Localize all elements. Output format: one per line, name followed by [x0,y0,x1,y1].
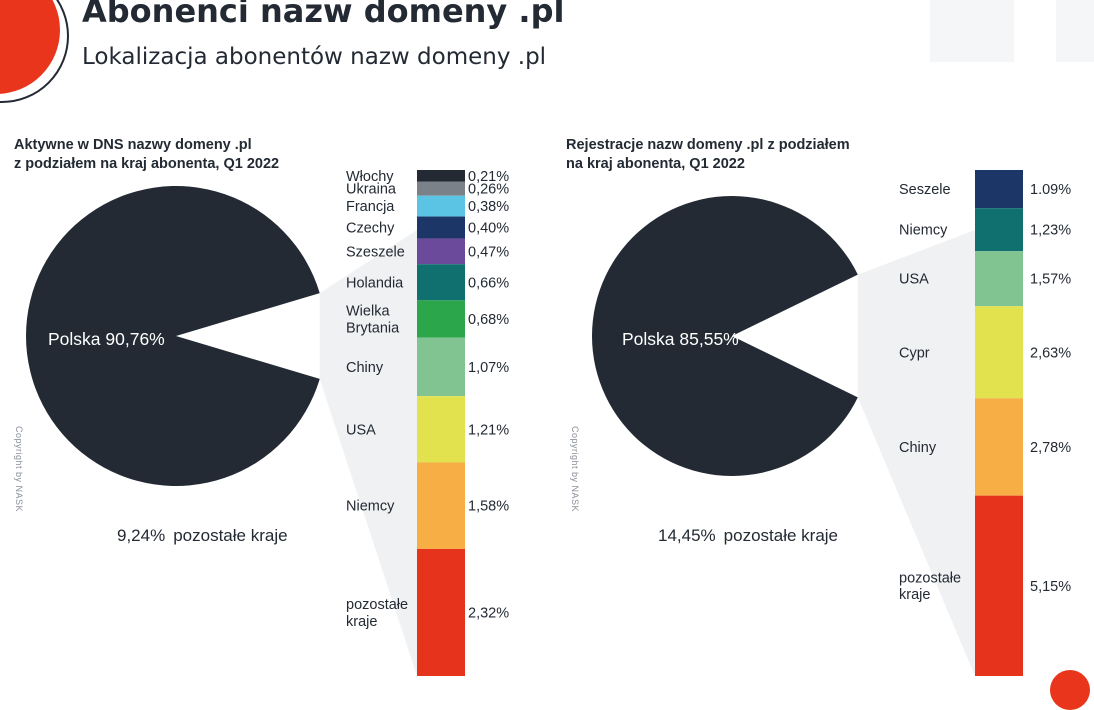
chart1-segment-value-niemcy: 1,58% [468,499,509,515]
charts-canvas: Polska 90,76% Włochy 0,21% Ukraina 0,26% Fran… [26,169,1071,676]
chart2-other-text: pozostałe kraje [723,526,839,545]
chart1-segment-label-wielka-brytania: Wielka Brytania [346,304,400,337]
chart1-other-value: 9,24% [117,526,166,545]
chart2-segment-value-niemcy: 1,23% [1030,223,1071,239]
chart2-segment-label-usa: USA [899,272,929,288]
chart1-segment-label-szeszele: Szeszele [346,244,405,260]
chart1-segment-label-ukraina: Ukraina [346,182,397,198]
chart1-pie-slice-polska [26,185,320,487]
chart2-segment-value-seszele: 1.09% [1030,182,1071,198]
page-title: Abonenci nazw domeny .pl [82,0,565,30]
chart2-segment-label-cypr: Cypr [899,345,930,361]
chart1-segment-value-wielka-brytania: 0,68% [468,312,509,328]
chart2-pie-label-polska: Polska 85,55% [622,329,739,349]
chart1-segment-value-szeszele: 0,47% [468,244,509,260]
chart1-title: Aktywne w DNS nazwy domeny .pl z podział… [14,137,280,172]
chart1-segment-value-czechy: 0,40% [468,221,509,237]
chart1-bar-segment-ukraina [417,181,465,196]
brand-circle-decoration [0,0,69,103]
chart1-bar-segment-holandia [417,264,465,301]
chart2-bar-segment-chiny [975,398,1023,496]
chart1-segment-label-włochy: Włochy [346,169,394,185]
chart1-segment-label-niemcy: Niemcy [346,499,395,515]
chart1-segment-label-usa: USA [346,422,376,438]
chart1-segment-value-pozostałe-kraje: 2,32% [468,605,509,621]
chart1-segment-value-usa: 1,21% [468,422,509,438]
chart2-bar-segment-usa [975,251,1023,307]
corner-decoration-right [1056,0,1094,62]
chart1-segment-value-francja: 0,38% [468,199,509,215]
chart2-bar-segment-seszele [975,170,1023,209]
chart2-bar-segment-pozostałe-kraje [975,495,1023,676]
chart1-segment-value-holandia: 0,66% [468,275,509,291]
chart1-bar-segment-włochy [417,170,465,182]
chart2-other-countries-label: 14,45% pozostałe kraje [658,526,838,546]
chart1-segment-label-chiny: Chiny [346,360,384,376]
chart2-title: Rejestracje nazw domeny .pl z podziałem … [566,137,850,172]
chart2-segment-value-chiny: 2,78% [1030,440,1071,456]
chart2-segment-value-pozostałe-kraje: 5,15% [1030,579,1071,595]
chart1-segment-label-francja: Francja [346,199,395,215]
chart2-segment-value-usa: 1,57% [1030,272,1071,288]
chart1-segment-value-chiny: 1,07% [468,360,509,376]
chart1-other-text: pozostałe kraje [173,526,288,545]
chart1-bar-segment-czechy [417,216,465,239]
chart2-bar-segment-niemcy [975,208,1023,252]
chart1-bar-segment-usa [417,396,465,463]
chart2-connector-funnel [857,230,975,676]
chart1-segment-label-holandia: Holandia [346,275,404,291]
chart1-bar-segment-niemcy [417,462,465,549]
chart1-bar-segment-wielka-brytania [417,300,465,338]
chart2-other-value: 14,45% [658,526,716,545]
chart2-segment-label-niemcy: Niemcy [899,223,948,239]
chart2-segment-label-pozostałe-kraje: pozostałe kraje [899,570,961,603]
chart2-segment-label-chiny: Chiny [899,440,937,456]
page-subtitle: Lokalizacja abonentów nazw domeny .pl [82,44,547,70]
chart2-pie-slice-polska [592,196,858,477]
chart2-bar-segment-cypr [975,306,1023,399]
chart1-bar-segment-pozostałe-kraje [417,548,465,676]
chart1-bar-segment-szeszele [417,238,465,265]
chart2-segment-label-seszele: Seszele [899,182,951,198]
chart1-segment-value-włochy: 0,21% [468,169,509,185]
chart1-bar-segment-chiny [417,337,465,397]
chart1-other-countries-label: 9,24% pozostałe kraje [117,526,288,546]
chart1-segment-value-ukraina: 0,26% [468,182,509,198]
chart2-segment-value-cypr: 2,63% [1030,345,1071,361]
chart1-bar-segment-francja [417,195,465,217]
chart1-segment-label-pozostałe-kraje: pozostałe kraje [346,597,408,630]
corner-decoration-left [930,0,1014,62]
chart1-connector-funnel [319,230,417,676]
chart1-segment-label-czechy: Czechy [346,221,395,237]
chart1-pie-label-polska: Polska 90,76% [48,329,165,349]
